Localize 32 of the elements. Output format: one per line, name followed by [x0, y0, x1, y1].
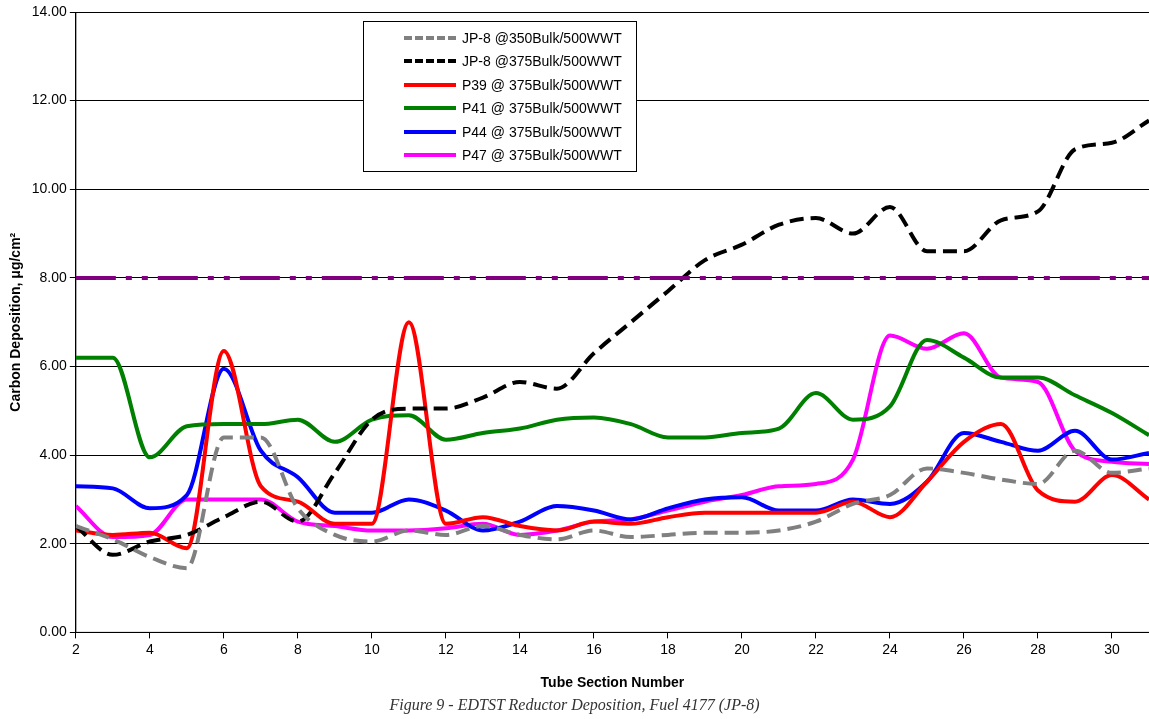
legend-label: P44 @ 375Bulk/500WWT — [462, 123, 622, 140]
x-tick-label: 14 — [512, 640, 528, 657]
y-axis-title: Carbon Deposition, μg/cm² — [7, 232, 24, 412]
x-tick-label: 22 — [808, 640, 824, 657]
x-tick-label: 12 — [438, 640, 454, 657]
x-tick-label: 16 — [586, 640, 602, 657]
legend-label: JP-8 @375Bulk/500WWT — [462, 53, 622, 70]
caption: Figure 9 - EDTST Reductor Deposition, Fuel 4177 (JP-8) — [388, 696, 761, 714]
y-tick-label: 8.00 — [39, 268, 68, 285]
x-tick-label: 26 — [956, 640, 972, 657]
y-tick-label: 14.00 — [31, 2, 68, 19]
x-tick-label: 30 — [1104, 640, 1120, 657]
y-tick-label: 12.00 — [31, 91, 68, 108]
x-tick-label: 8 — [293, 640, 302, 657]
x-tick-label: 20 — [734, 640, 750, 657]
x-tick-label: 24 — [882, 640, 898, 657]
x-tick-label: 28 — [1030, 640, 1046, 657]
y-tick-label: 4.00 — [39, 446, 68, 462]
y-tick-label: 10.00 — [31, 180, 68, 197]
x-tick-label: 4 — [145, 640, 154, 657]
x-tick-label: 6 — [219, 640, 228, 657]
y-tick-label: 0.00 — [39, 623, 68, 640]
x-tick-label: 2 — [71, 640, 80, 657]
legend-label: P39 @ 375Bulk/500WWT — [462, 76, 622, 93]
legend-label: P41 @ 375Bulk/500WWT — [462, 100, 622, 117]
y-tick-label: 2.00 — [39, 534, 68, 551]
legend-label: JP-8 @350Bulk/500WWT — [462, 29, 622, 46]
x-tick-label: 10 — [364, 640, 380, 657]
x-axis-title: Tube Section Number — [540, 674, 685, 691]
x-tick-label: 18 — [660, 640, 676, 657]
legend-label: P47 @ 375Bulk/500WWT — [462, 147, 622, 164]
y-tick-label: 6.00 — [39, 357, 68, 374]
